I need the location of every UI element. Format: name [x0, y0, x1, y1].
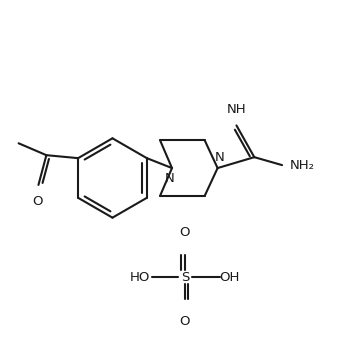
Text: N: N: [215, 151, 224, 164]
Text: O: O: [32, 195, 43, 208]
Text: NH: NH: [227, 103, 246, 116]
Text: N: N: [165, 172, 175, 185]
Text: HO: HO: [130, 271, 151, 284]
Text: NH₂: NH₂: [290, 158, 315, 172]
Text: OH: OH: [219, 271, 240, 284]
Text: O: O: [180, 315, 190, 328]
Text: O: O: [180, 227, 190, 239]
Text: S: S: [181, 271, 189, 284]
